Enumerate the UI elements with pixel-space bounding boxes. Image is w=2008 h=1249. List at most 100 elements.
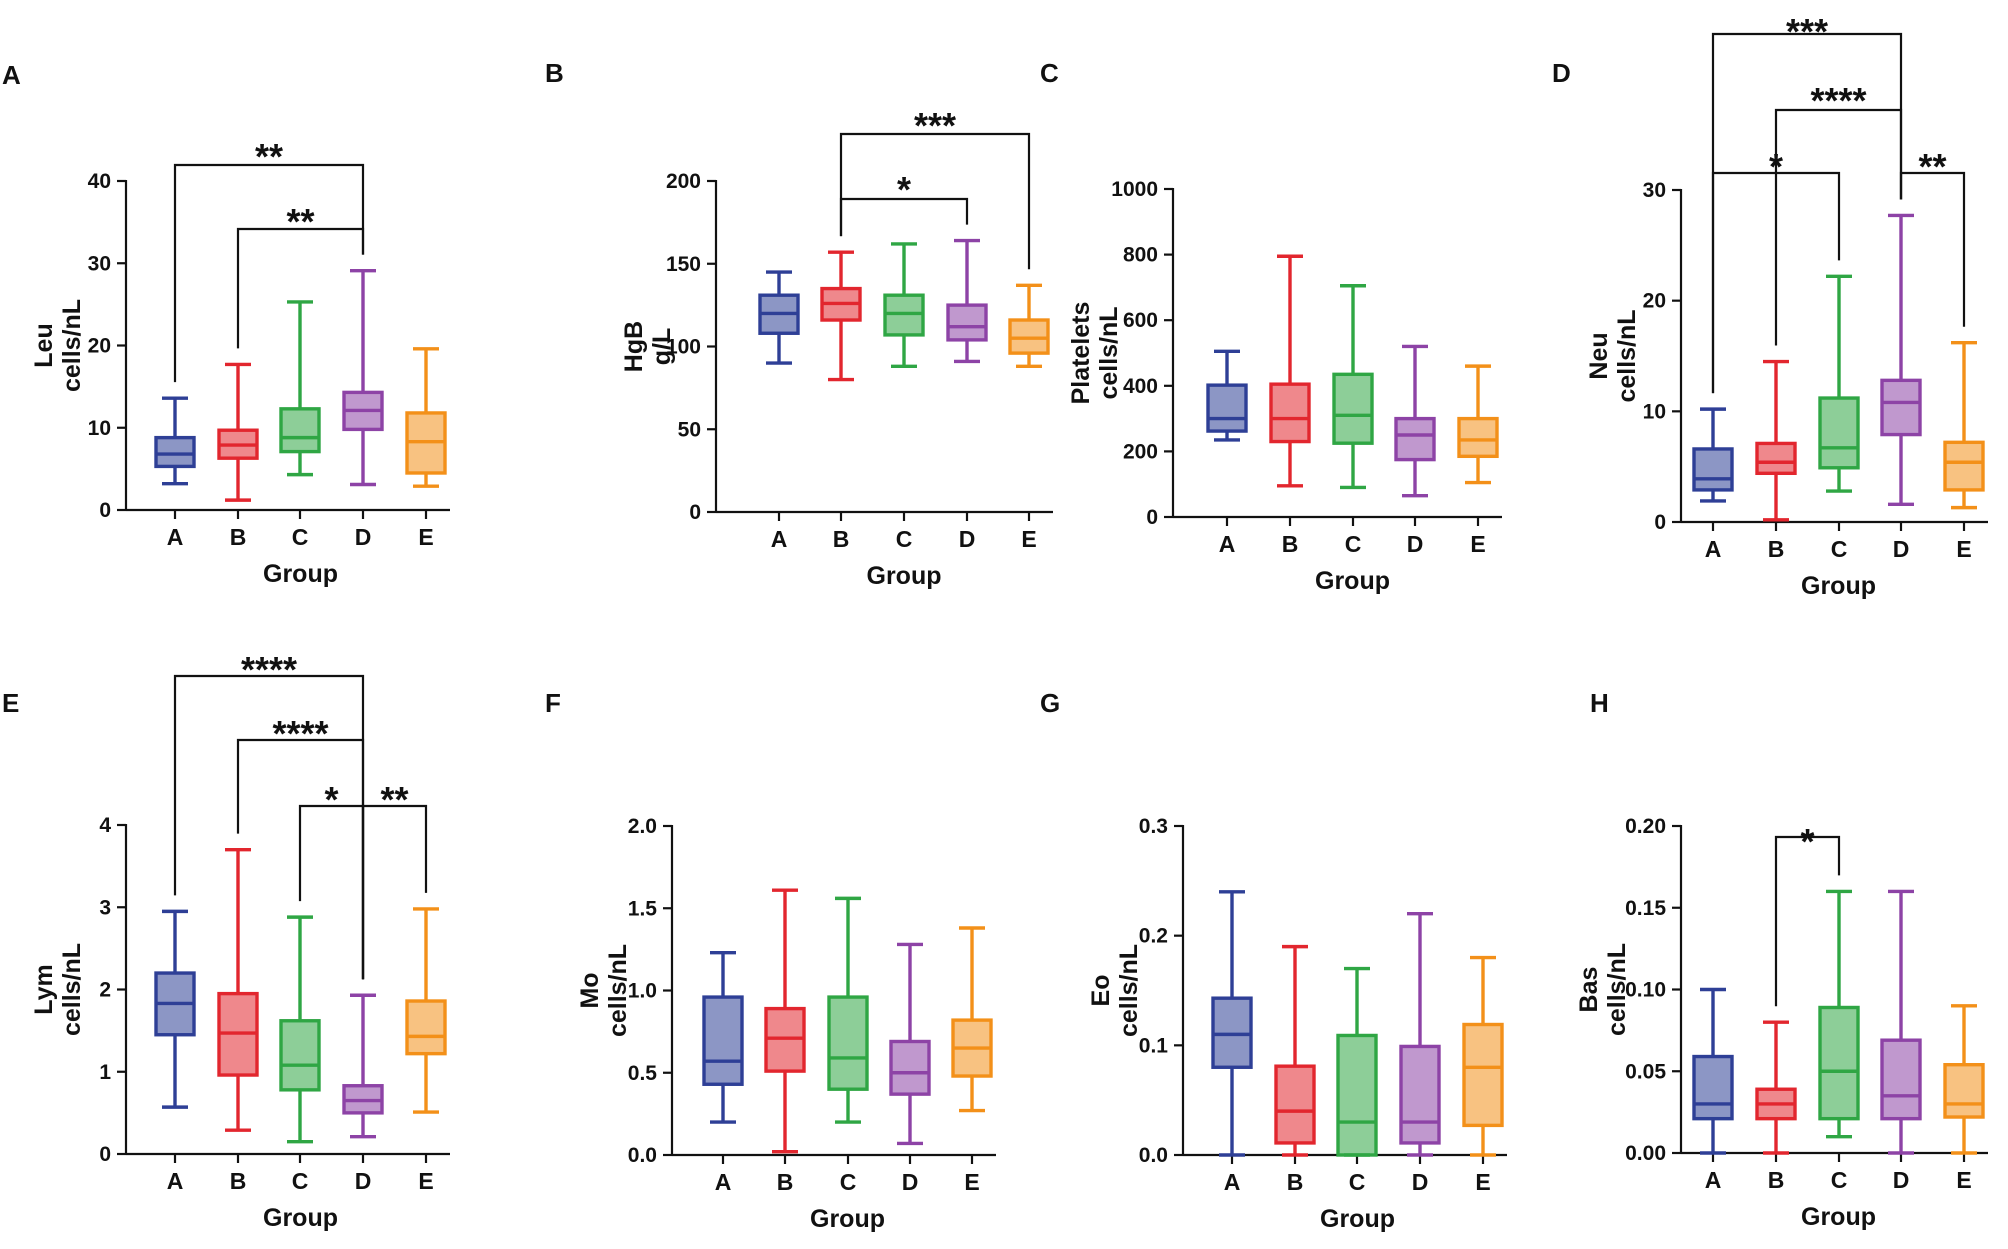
y-tick-label: 20 [88, 335, 111, 358]
y-axis-title-line: cells/nL [1613, 309, 1641, 402]
y-axis-title-line: g/L [648, 328, 676, 366]
y-axis-title-line: Neu [1585, 332, 1613, 379]
y-axis-title-line: Leu [30, 323, 58, 367]
panel-a: A 0 10 20 30 40 Leucells/nL A B C D E Group **** [2, 60, 450, 588]
iqr-box [1692, 1054, 1734, 1121]
x-tick-label: D [1893, 536, 1910, 562]
y-tick-label: 0.2 [1139, 925, 1168, 948]
significance-bracket: ** [236, 201, 365, 349]
x-tick-label: E [1956, 536, 1971, 562]
x-tick-label: A [1705, 1167, 1722, 1193]
y-tick-label: 0.00 [1625, 1142, 1666, 1165]
x-tick-label: C [896, 526, 913, 552]
box-a [1206, 349, 1248, 442]
box-d [889, 942, 931, 1146]
x-axis-title: Group [1320, 1205, 1395, 1233]
significance-label: ** [380, 779, 408, 820]
panel-letter: B [545, 58, 564, 88]
box-b [1269, 254, 1311, 488]
bracket-line [361, 804, 428, 980]
panel-g: G 0.0 0.1 0.2 0.3 Eocells/nL A B C D E Group [1040, 688, 1507, 1233]
bracket-line [1899, 171, 1966, 327]
significance-bracket: * [1774, 821, 1841, 1007]
significance-bracket: ** [1899, 146, 1966, 327]
iqr-box [1818, 1005, 1860, 1121]
x-axis-title: Group [1801, 1203, 1876, 1231]
panel-b: B 0 50 100 150 200 HgBg/L A B C D E Group **** [545, 58, 1053, 590]
y-tick-label: 0 [99, 499, 111, 522]
x-tick-label: E [418, 524, 433, 550]
iqr-box [1880, 1038, 1922, 1121]
y-tick-label: 0 [99, 1143, 111, 1166]
x-axis-title: Group [263, 1204, 338, 1232]
significance-label: * [1769, 146, 1783, 187]
box-b [820, 250, 862, 382]
y-tick-label: 100 [666, 336, 701, 359]
box-c [1818, 274, 1860, 493]
significance-label: **** [241, 649, 297, 690]
y-axis-title: Lymcells/nL [30, 943, 86, 1036]
iqr-box [946, 303, 988, 342]
x-axis-title: Group [1801, 572, 1876, 600]
box-a [1692, 407, 1734, 503]
bracket-line [173, 674, 365, 980]
x-axis-title: Group [810, 1205, 885, 1233]
box-d [342, 268, 384, 487]
y-tick-label: 0.5 [628, 1062, 658, 1085]
x-tick-label: D [355, 524, 372, 550]
iqr-box [1336, 1033, 1378, 1157]
x-tick-label: B [230, 524, 247, 550]
box-e [1462, 955, 1504, 1157]
significance-bracket: *** [1711, 11, 1903, 394]
box-b [1755, 359, 1797, 522]
significance-bracket: *** [839, 105, 1031, 270]
panel-c: C 0 200 400 600 800 1000 Plateletscells/nL A B C D E… [1040, 58, 1502, 595]
x-tick-label: C [292, 524, 309, 550]
x-tick-label: D [355, 1168, 372, 1194]
box-a [758, 270, 800, 365]
y-axis-title: Plateletscells/nL [1067, 302, 1123, 405]
box-d [1394, 344, 1436, 498]
y-tick-label: 30 [88, 252, 111, 275]
box-d [1399, 912, 1441, 1157]
x-tick-label: A [715, 1169, 732, 1195]
y-tick-label: 200 [1123, 440, 1158, 463]
y-tick-label: 0.0 [628, 1144, 657, 1167]
box-c [827, 896, 869, 1124]
x-tick-label: C [1831, 1167, 1848, 1193]
box-e [405, 347, 447, 488]
significance-label: ** [255, 136, 283, 177]
y-tick-label: 50 [678, 418, 701, 441]
box-d [1880, 889, 1922, 1155]
y-axis-title-line: Platelets [1067, 302, 1095, 405]
bracket-line [1774, 108, 1903, 346]
y-tick-label: 0.10 [1625, 979, 1666, 1002]
y-tick-label: 800 [1123, 244, 1158, 267]
x-tick-label: A [1219, 531, 1236, 557]
panel-letter: G [1040, 688, 1060, 718]
box-e [951, 926, 993, 1113]
x-tick-label: D [1893, 1167, 1910, 1193]
panel-letter: F [545, 688, 561, 718]
iqr-box [1332, 372, 1374, 445]
box-c [1818, 889, 1860, 1139]
box-e [1943, 1004, 1985, 1155]
bracket-line [1711, 171, 1841, 394]
y-tick-label: 1.0 [628, 980, 657, 1003]
iqr-box [1394, 416, 1436, 462]
box-a [154, 909, 196, 1109]
box-d [946, 238, 988, 364]
iqr-box [827, 995, 869, 1091]
x-tick-label: E [1475, 1169, 1490, 1195]
significance-bracket: * [298, 779, 365, 980]
y-axis-title: HgBg/L [620, 321, 676, 372]
y-tick-label: 3 [99, 896, 111, 919]
iqr-box [154, 435, 196, 469]
y-axis-title-line: Lym [30, 964, 58, 1014]
iqr-box [1943, 440, 1985, 492]
iqr-box [1269, 382, 1311, 444]
bracket-line [298, 804, 365, 980]
